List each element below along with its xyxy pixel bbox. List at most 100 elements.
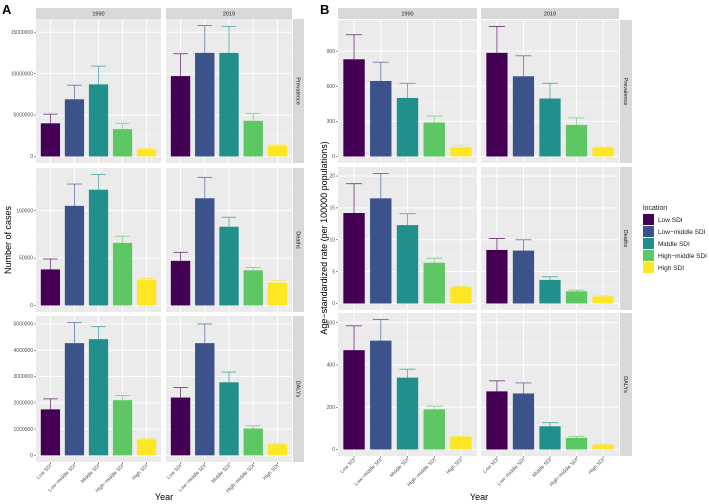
panel-a-strip-label-dalys: DALYs bbox=[295, 381, 301, 398]
panel-b-y-tick-label: 0 bbox=[332, 447, 335, 453]
panel-b-strip-label-2019: 2019 bbox=[544, 12, 556, 18]
panel-b-x-tick-label: High SDI bbox=[588, 457, 606, 475]
bar-low-sdi bbox=[40, 409, 61, 456]
panel-a-x-tick-label: High SDI bbox=[262, 463, 280, 481]
panel-b-strip-label-prevalence: Prevalence bbox=[622, 78, 628, 106]
bar-high-middle-sdi bbox=[423, 409, 445, 450]
bar-high-sdi bbox=[592, 444, 614, 450]
plot-area: 0500000010000000150000000500001000000100… bbox=[11, 8, 632, 494]
panel-b-x-tick-label: Low−middle SDI bbox=[496, 457, 526, 487]
panel-a-y-tick-label: 0 bbox=[30, 303, 33, 309]
bar-high-middle-sdi bbox=[423, 122, 445, 157]
panel-b-y-tick-label: 600 bbox=[327, 84, 336, 90]
panel-b-x-tick-label: Low−middle SDI bbox=[354, 457, 384, 487]
panel-b-strip-1990 bbox=[338, 8, 477, 19]
legend-item-high-sdi: High SDI bbox=[658, 265, 684, 272]
bar-middle-sdi bbox=[88, 339, 109, 456]
panel-a-y-tick-label: 0 bbox=[30, 154, 33, 160]
bar-low-middle-sdi bbox=[195, 52, 215, 157]
panel-b-x-axis-title: Year bbox=[470, 492, 488, 502]
bar-high-middle-sdi bbox=[112, 129, 133, 157]
panel-a-facet-deaths-1990 bbox=[36, 168, 161, 312]
panel-a-facet-prevalence-2019 bbox=[166, 19, 292, 163]
panel-b-strip-dalys bbox=[620, 313, 632, 456]
panel-b-strip-prevalence bbox=[620, 20, 632, 163]
bar-high-middle-sdi bbox=[112, 400, 133, 456]
bar-middle-sdi bbox=[219, 382, 239, 456]
bar-low-sdi bbox=[486, 52, 508, 157]
panel-b-x-tick-label: Middle SDI bbox=[389, 457, 411, 479]
panel-b-facet-dalys-2019 bbox=[481, 313, 619, 456]
bar-low-sdi bbox=[170, 260, 191, 306]
bar-low-middle-sdi bbox=[512, 393, 535, 450]
bar-low-middle-sdi bbox=[195, 198, 215, 306]
bar-high-sdi bbox=[267, 444, 288, 456]
bar-high-sdi bbox=[267, 146, 288, 157]
panel-a-strip-label-deaths: Deaths bbox=[295, 231, 301, 249]
panel-b-facet-deaths-2019 bbox=[481, 167, 619, 310]
panel-b-facet-prevalence-1990 bbox=[338, 20, 477, 163]
panel-b-x-tick-label: Middle SDI bbox=[531, 457, 553, 479]
bar-low-sdi bbox=[343, 350, 365, 450]
bar-high-middle-sdi bbox=[565, 124, 588, 157]
bar-high-middle-sdi bbox=[243, 270, 263, 306]
panel-b-x-tick-label: Low SDI bbox=[339, 457, 357, 475]
panel-b-strip-deaths bbox=[620, 167, 632, 310]
bar-low-middle-sdi bbox=[195, 343, 215, 456]
panel-a-y-tick-label: 50000 bbox=[19, 256, 33, 262]
panel-a-label: A bbox=[2, 2, 12, 17]
panel-b-x-tick-label: Low SDI bbox=[482, 457, 500, 475]
bar-high-middle-sdi bbox=[243, 120, 263, 157]
panel-b-y-tick-label: 400 bbox=[327, 363, 336, 369]
panel-a-strip-1990 bbox=[36, 8, 161, 19]
bar-middle-sdi bbox=[88, 189, 109, 306]
legend-swatch-low-middle-sdi bbox=[643, 226, 654, 237]
panel-a-y-tick-label: 0 bbox=[30, 453, 33, 459]
panel-b-x-tick-label: High SDI bbox=[445, 457, 463, 475]
panel-b-y-tick-label: 900 bbox=[327, 49, 336, 55]
bar-high-sdi bbox=[267, 282, 288, 306]
panel-b-strip-label-dalys: DALYs bbox=[622, 376, 628, 393]
bar-low-sdi bbox=[170, 397, 191, 456]
panel-b-facet-prevalence-2019 bbox=[481, 20, 619, 163]
panel-b-y-tick-label: 20 bbox=[329, 174, 335, 180]
bar-middle-sdi bbox=[396, 377, 419, 450]
bar-low-middle-sdi bbox=[512, 76, 535, 157]
bar-middle-sdi bbox=[396, 97, 419, 157]
bar-low-sdi bbox=[343, 59, 365, 157]
panel-a-y-tick-label: 3000000 bbox=[14, 374, 34, 380]
panel-a-strip-2019 bbox=[166, 8, 292, 19]
bar-low-sdi bbox=[343, 213, 365, 304]
bar-middle-sdi bbox=[539, 98, 561, 157]
panel-b-y-tick-label: 600 bbox=[327, 320, 336, 326]
panel-b-label: B bbox=[320, 2, 329, 17]
panel-a-y-tick-label: 4000000 bbox=[14, 348, 34, 354]
bar-low-middle-sdi bbox=[64, 99, 85, 157]
panel-a-facet-deaths-2019 bbox=[166, 168, 292, 312]
panel-a-x-tick-label: Middle SDI bbox=[80, 463, 102, 485]
panel-a-x-tick-label: Low SDI bbox=[36, 463, 54, 481]
panel-a-y-tick-label: 100000 bbox=[16, 208, 33, 214]
bar-high-middle-sdi bbox=[565, 291, 588, 304]
panel-a-y-tick-label: 1000000 bbox=[14, 427, 34, 433]
panel-b-facet-deaths-1990 bbox=[338, 167, 477, 310]
panel-a-y-axis-title: Number of cases bbox=[3, 205, 13, 274]
bar-low-middle-sdi bbox=[512, 250, 535, 304]
bar-low-sdi bbox=[40, 269, 61, 306]
bar-low-sdi bbox=[486, 249, 508, 304]
bar-high-sdi bbox=[450, 286, 472, 304]
panel-b-y-tick-label: 200 bbox=[327, 405, 336, 411]
panel-a-strip-label-prevalence: Prevalence bbox=[295, 77, 301, 105]
panel-b-y-tick-label: 15 bbox=[329, 206, 335, 212]
bar-middle-sdi bbox=[88, 84, 109, 157]
bar-high-middle-sdi bbox=[423, 262, 445, 304]
panel-a-y-tick-label: 5000000 bbox=[14, 322, 34, 328]
panel-b-strip-label-1990: 1990 bbox=[401, 12, 413, 18]
bar-low-middle-sdi bbox=[64, 343, 85, 456]
legend: location Low SDI Low−middle SDI Middle S… bbox=[643, 205, 707, 273]
panel-b-x-tick-label: High−middle SDI bbox=[406, 457, 437, 488]
bar-low-middle-sdi bbox=[370, 80, 392, 157]
legend-item-high-middle-sdi: High−middle SDI bbox=[658, 253, 707, 260]
panel-a-x-tick-label: Low SDI bbox=[166, 463, 184, 481]
